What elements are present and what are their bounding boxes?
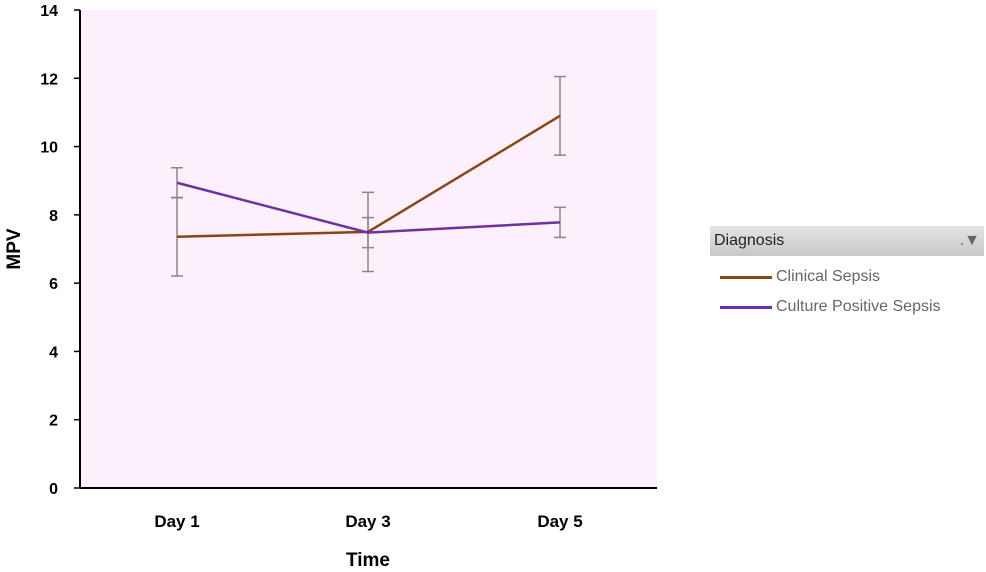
filter-icon[interactable]: .▼	[959, 232, 980, 249]
y-tick-label: 8	[49, 208, 58, 225]
series-line-1	[176, 181, 561, 234]
y-tick-label: 14	[40, 3, 58, 20]
legend-header[interactable]: Diagnosis .▼	[710, 226, 984, 256]
legend-swatch	[720, 305, 772, 309]
legend-label: Culture Positive Sepsis	[776, 298, 941, 315]
legend-title: Diagnosis	[714, 232, 785, 249]
legend: Diagnosis .▼ Clinical Sepsis Culture Pos…	[710, 226, 984, 316]
legend-item: Culture Positive Sepsis	[720, 298, 984, 316]
y-tick-label: 10	[40, 140, 58, 157]
y-tick-label: 2	[49, 413, 58, 430]
y-tick-label: 6	[49, 276, 58, 293]
x-axis-label: Time	[346, 550, 390, 571]
legend-item: Clinical Sepsis	[720, 268, 984, 286]
y-axis-label: MPV	[4, 228, 25, 270]
y-tick-label: 12	[40, 71, 58, 88]
x-tick-label: Day 3	[345, 512, 390, 531]
y-tick-label: 4	[49, 344, 58, 361]
legend-label: Clinical Sepsis	[776, 268, 881, 285]
x-tick-label: Day 1	[154, 512, 199, 531]
x-tick-label: Day 5	[537, 512, 582, 531]
legend-swatch	[720, 275, 772, 279]
y-tick-label: 0	[49, 481, 58, 498]
